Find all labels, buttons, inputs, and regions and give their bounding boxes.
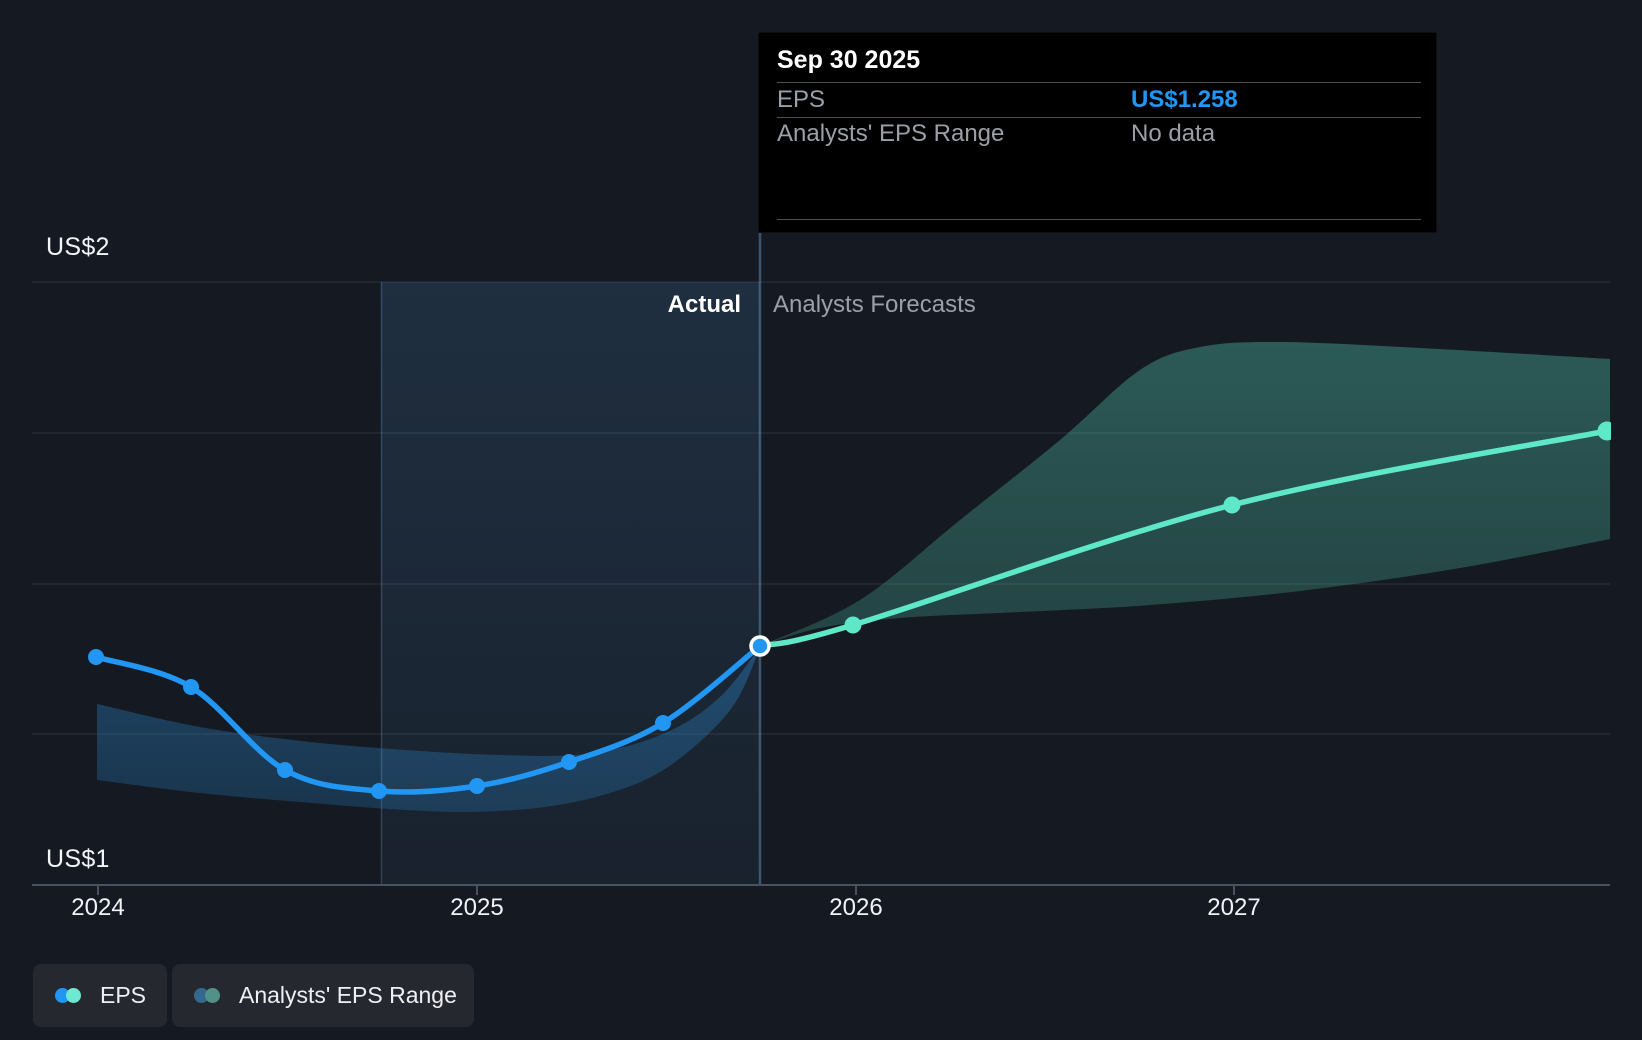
analysts-range-legend-dot-icon <box>194 988 220 1003</box>
tooltip-divider <box>777 219 1421 220</box>
forecast-eps-range-band <box>760 342 1610 646</box>
legend-chip-eps[interactable]: EPS <box>33 964 167 1027</box>
legend-label-analysts-eps-range: Analysts' EPS Range <box>239 982 457 1009</box>
y-axis-label-bottom: US$1 <box>46 845 110 874</box>
hovered-data-point <box>751 637 769 655</box>
x-tick-2025: 2025 <box>407 894 547 922</box>
legend-chip-analysts-eps-range[interactable]: Analysts' EPS Range <box>172 964 474 1027</box>
actual-data-point <box>561 754 577 770</box>
tooltip-range-value: No data <box>1131 120 1215 148</box>
y-axis-label-top: US$2 <box>46 233 110 262</box>
forecast-data-point <box>845 617 862 634</box>
forecast-data-point <box>1598 422 1617 441</box>
actual-data-point <box>88 649 104 665</box>
tooltip-range-label: Analysts' EPS Range <box>777 120 1004 148</box>
x-tick-2027: 2027 <box>1164 894 1304 922</box>
tooltip-eps-row: EPS US$1.258 <box>777 86 1421 114</box>
x-tick-2024: 2024 <box>28 894 168 922</box>
tooltip: Sep 30 2025 EPS US$1.258 Analysts' EPS R… <box>758 32 1437 233</box>
tooltip-eps-value: US$1.258 <box>1131 86 1238 114</box>
tooltip-divider <box>777 82 1421 83</box>
legend-label-eps: EPS <box>100 982 146 1009</box>
forecast-data-point <box>1224 497 1241 514</box>
actual-data-point <box>371 783 387 799</box>
x-tick-2026: 2026 <box>786 894 926 922</box>
actual-data-point <box>183 679 199 695</box>
forecast-phase-label: Analysts Forecasts <box>773 291 976 319</box>
actual-data-point <box>277 762 293 778</box>
eps-forecast-chart: US$2 US$1 Actual Analysts Forecasts 2024… <box>0 0 1642 1040</box>
actual-data-point <box>469 778 485 794</box>
actual-data-point <box>655 715 671 731</box>
tooltip-date-title: Sep 30 2025 <box>777 46 920 75</box>
tooltip-divider <box>777 117 1421 118</box>
tooltip-range-row: Analysts' EPS Range No data <box>777 120 1421 148</box>
actual-phase-label: Actual <box>541 291 741 319</box>
tooltip-eps-label: EPS <box>777 86 825 114</box>
eps-legend-dot-icon <box>55 988 81 1003</box>
